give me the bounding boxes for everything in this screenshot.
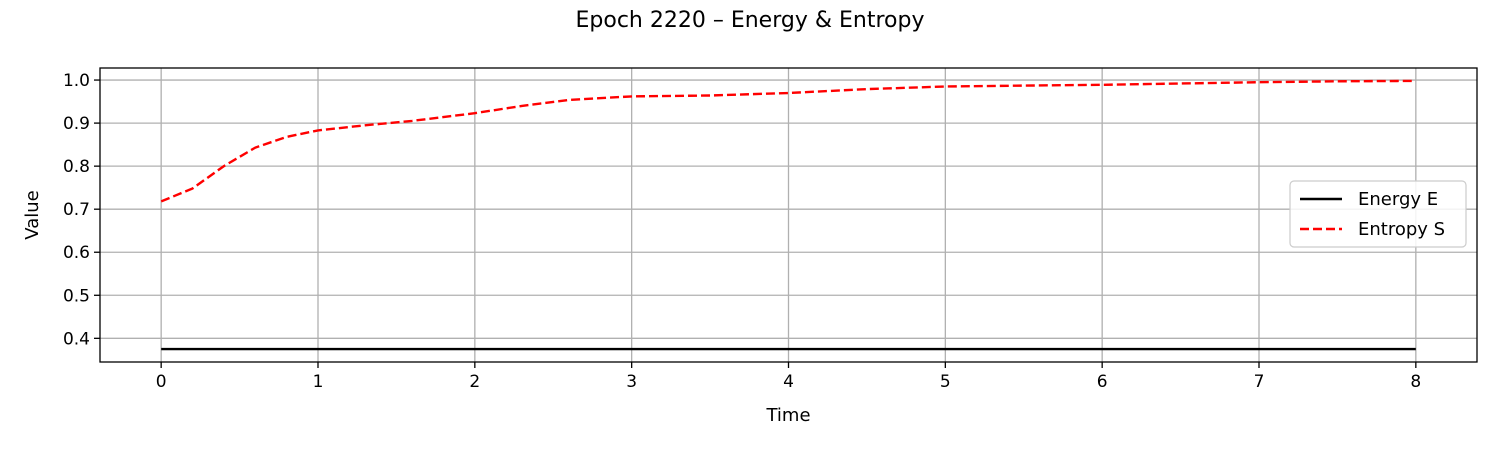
x-tick-label: 2 — [469, 372, 480, 392]
legend-label: Entropy S — [1358, 219, 1445, 240]
y-tick-label: 0.6 — [63, 243, 90, 263]
x-tick-label: 0 — [156, 372, 167, 392]
ticks: 0 1 2 3 4 5 6 7 8 0.4 0.5 0.6 0.7 0.8 0.9 1.0 — [63, 71, 1421, 392]
series-line-1 — [160, 79, 1416, 203]
legend-label: Energy E — [1358, 189, 1438, 210]
series-layer — [160, 79, 1416, 351]
grid — [100, 68, 1477, 362]
x-tick-label: 3 — [626, 372, 637, 392]
y-tick-label: 0.9 — [63, 114, 90, 134]
legend-box — [1289, 180, 1467, 248]
x-tick-label: 6 — [1097, 372, 1108, 392]
y-tick-label: 0.8 — [63, 157, 90, 177]
legend: Energy E Entropy S — [1289, 180, 1467, 248]
x-tick-label: 8 — [1410, 372, 1421, 392]
y-tick-label: 0.4 — [63, 329, 90, 349]
y-axis-label: Value — [22, 190, 43, 239]
x-axis-label: Time — [765, 405, 810, 426]
y-tick-label: 1.0 — [63, 71, 90, 91]
chart-title: Epoch 2220 – Energy & Entropy — [576, 8, 925, 33]
x-tick-label: 5 — [940, 372, 951, 392]
x-tick-label: 4 — [783, 372, 794, 392]
y-tick-label: 0.7 — [63, 200, 90, 220]
y-tick-label: 0.5 — [63, 286, 90, 306]
x-tick-label: 1 — [313, 372, 324, 392]
x-tick-label: 7 — [1254, 372, 1265, 392]
